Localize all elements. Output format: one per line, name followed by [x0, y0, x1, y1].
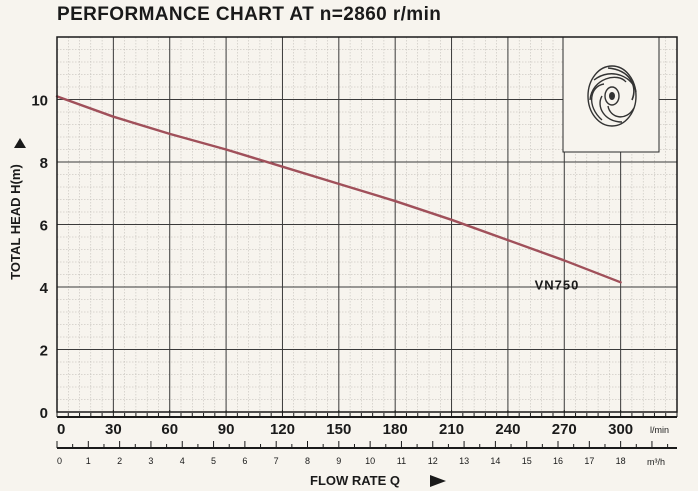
axes — [56, 36, 678, 449]
x-tick-label: 150 — [326, 421, 351, 438]
x2-tick-label: 5 — [211, 456, 216, 466]
y-tick-label: 4 — [40, 280, 49, 297]
y-axis-title: TOTAL HEAD H(m) — [8, 164, 23, 280]
impeller-inset — [562, 36, 660, 153]
data-point — [563, 259, 566, 262]
x-tick-label: 120 — [270, 421, 295, 438]
x-tick-label: 210 — [439, 421, 464, 438]
x2-tick-label: 12 — [428, 456, 438, 466]
data-point — [168, 132, 171, 135]
y-tick-label: 8 — [40, 155, 48, 172]
chart-title: PERFORMANCE CHART AT n=2860 r/min — [57, 4, 442, 25]
x2-tick-label: 1 — [86, 456, 91, 466]
data-point — [450, 218, 453, 221]
x2-tick-label: 15 — [522, 456, 532, 466]
x2-tick-labels: 0 1 2 3 4 5 6 7 8 9 10 11 12 13 14 15 16 17 18 — [57, 456, 626, 466]
x-tick-labels: 0 30 60 90 120 150 180 210 240 270 300 — [57, 421, 633, 438]
x2-tick-label: 4 — [180, 456, 185, 466]
x-tick-label: 180 — [383, 421, 408, 438]
y-tick-label: 0 — [40, 405, 48, 422]
data-point — [112, 115, 115, 118]
y-tick-label: 10 — [31, 93, 48, 110]
x-axis-arrow-icon — [430, 475, 446, 487]
x2-tick-label: 8 — [305, 456, 310, 466]
y-tick-labels: 0 2 4 6 8 10 — [31, 93, 48, 423]
series-label: VN750 — [535, 277, 580, 292]
x-tick-label: 240 — [495, 421, 520, 438]
x2-axis-unit: m³/h — [647, 457, 665, 467]
x2-tick-label: 13 — [459, 456, 469, 466]
x2-tick-label: 0 — [57, 456, 62, 466]
x2-tick-label: 3 — [148, 456, 153, 466]
data-point — [337, 182, 340, 185]
x2-tick-label: 7 — [274, 456, 279, 466]
x2-tick-label: 9 — [336, 456, 341, 466]
x-axis-unit: l/min — [650, 425, 669, 435]
x-tick-label: 90 — [218, 421, 235, 438]
x2-tick-label: 16 — [553, 456, 563, 466]
data-point — [225, 148, 227, 151]
data-point — [507, 239, 509, 242]
plot-border — [56, 36, 678, 413]
x-tick-label: 30 — [105, 421, 122, 438]
series-layer: VN750 — [55, 95, 622, 292]
impeller-icon — [587, 65, 637, 127]
y-tick-label: 6 — [40, 218, 48, 235]
x-axis-title: FLOW RATE Q — [310, 473, 400, 488]
x2-tick-label: 10 — [365, 456, 375, 466]
data-point — [281, 165, 284, 168]
x-tick-label: 270 — [552, 421, 577, 438]
x2-tick-label: 17 — [584, 456, 594, 466]
x-tick-label: 300 — [608, 421, 633, 438]
y-axis-arrow-icon — [14, 138, 26, 148]
data-point — [394, 200, 397, 202]
data-point — [619, 281, 622, 284]
x2-tick-label: 18 — [616, 456, 626, 466]
x-tick-label: 60 — [161, 421, 178, 438]
x2-tick-label: 6 — [242, 456, 247, 466]
x2-tick-label: 14 — [490, 456, 500, 466]
x2-tick-label: 2 — [117, 456, 122, 466]
y-tick-label: 2 — [40, 343, 48, 360]
x2-tick-label: 11 — [397, 456, 406, 466]
x-tick-label: 0 — [57, 421, 65, 438]
